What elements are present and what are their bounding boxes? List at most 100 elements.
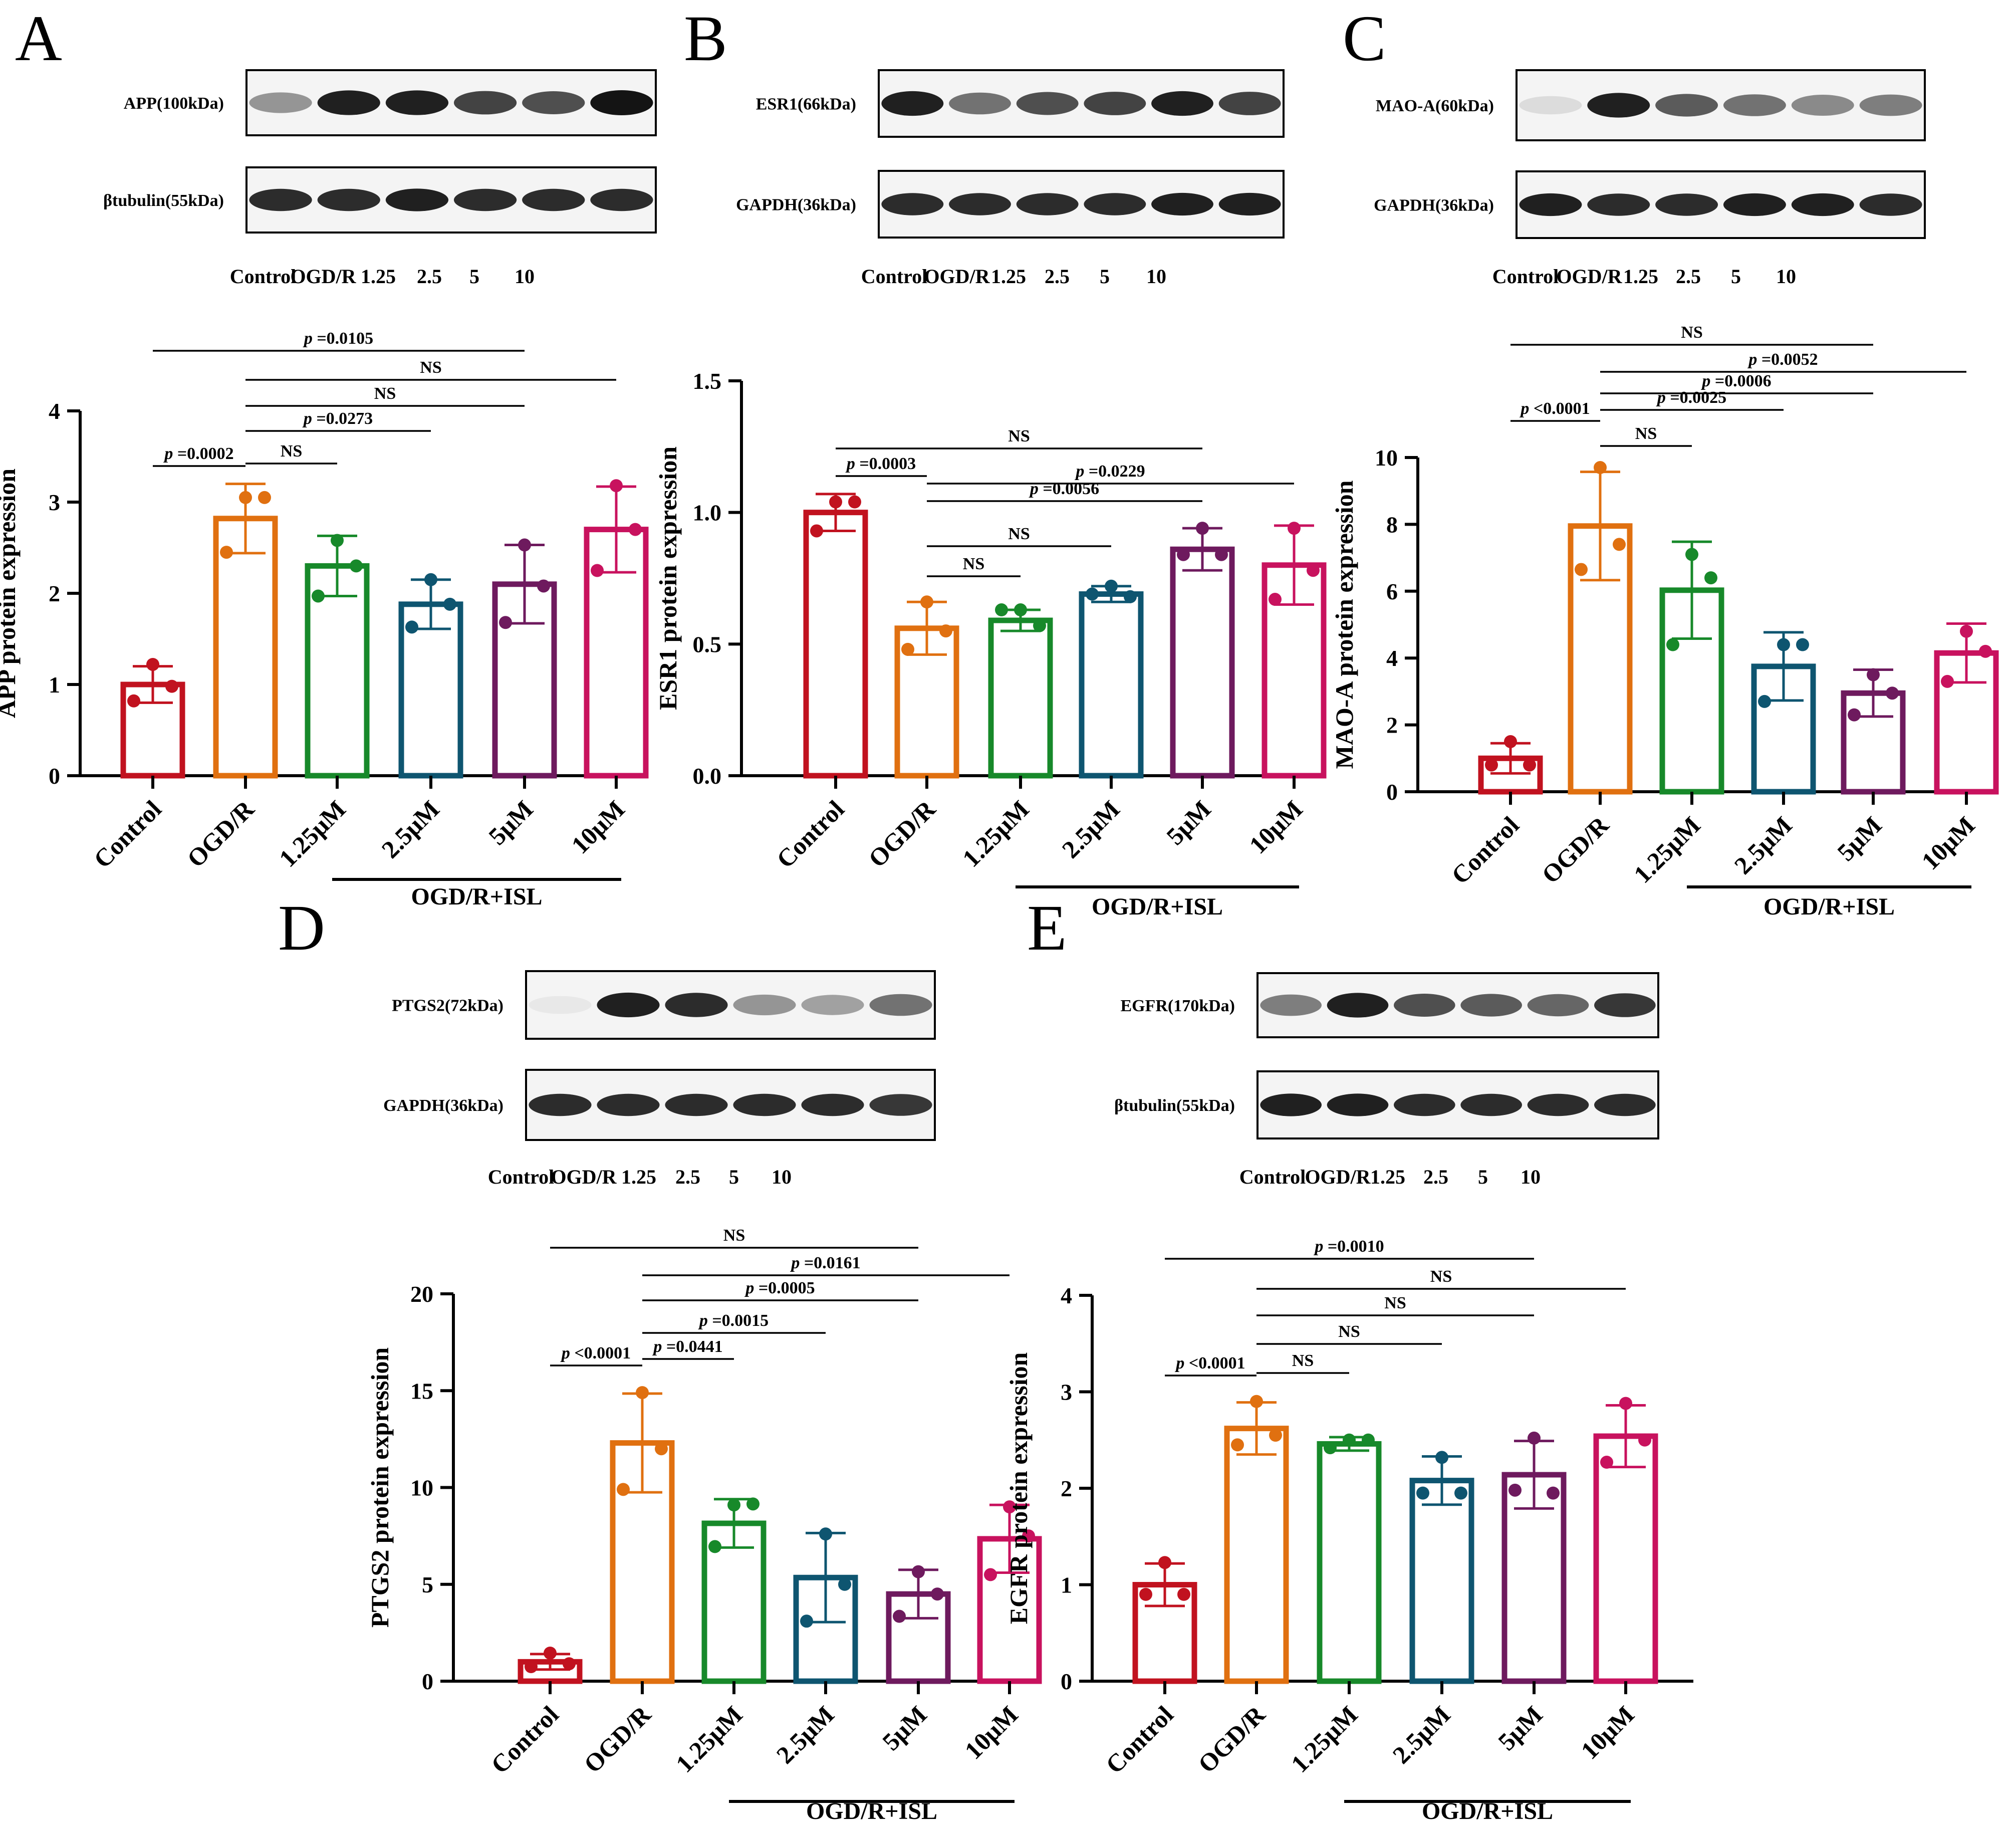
y-tick-label: 0.0 <box>693 763 722 789</box>
target-band <box>1260 994 1322 1016</box>
target-label: APP(100kDa) <box>124 94 224 113</box>
data-point <box>443 597 456 611</box>
data-point <box>1504 735 1517 748</box>
data-point <box>1666 638 1679 651</box>
comparison-label: p =0.0441 <box>652 1337 722 1356</box>
loading-control-label: GAPDH(36kDa) <box>383 1096 503 1115</box>
p-symbol: p <box>560 1344 570 1362</box>
lane-label: 10 <box>1146 265 1166 288</box>
x-tick-label: 1.25μM <box>957 795 1035 872</box>
y-tick-label: 1.0 <box>693 500 722 526</box>
y-tick-label: 2 <box>49 581 60 606</box>
comparison-label: p =0.0015 <box>698 1311 769 1330</box>
lane-label: 2.5 <box>1045 265 1070 288</box>
x-tick-label: OGD/R <box>578 1700 656 1778</box>
p-value: =0.0056 <box>1039 480 1099 498</box>
data-point <box>800 1615 813 1628</box>
loading-control-band <box>1723 193 1786 216</box>
target-blot-frame <box>1256 972 1659 1038</box>
y-axis-label: MAO-A protein expression <box>1330 480 1358 769</box>
x-tick-label: 1.25μM <box>1286 1700 1363 1778</box>
target-band <box>733 994 796 1016</box>
group-label: OGD/R+ISL <box>806 1798 937 1824</box>
p-value: =0.0006 <box>1710 372 1771 390</box>
data-point <box>1033 619 1046 632</box>
p-value: <0.0001 <box>570 1344 631 1362</box>
comparison-label: NS <box>1292 1351 1314 1370</box>
p-value: NS <box>1292 1351 1314 1370</box>
data-point <box>220 546 233 559</box>
comparison-label: NS <box>1338 1322 1360 1341</box>
data-point <box>912 1565 925 1578</box>
loading-control-band <box>869 1094 932 1116</box>
x-tick-label: 5μM <box>1832 811 1887 866</box>
comparison-label: p <0.0001 <box>560 1344 631 1362</box>
lane-label: 5 <box>1478 1166 1488 1188</box>
comparison-label: NS <box>963 555 984 573</box>
y-tick-label: 8 <box>1386 512 1398 537</box>
x-tick-label: Control <box>771 795 850 873</box>
panel-e: EEGFR(170kDa)βtubulin(55kDa)ControlOGD/R… <box>1004 892 1693 1824</box>
data-point <box>1796 638 1809 651</box>
loading-control-band <box>1218 192 1281 216</box>
lane-label: Control <box>1239 1166 1306 1188</box>
target-band <box>1084 92 1146 115</box>
x-tick-label: 5μM <box>1492 1700 1548 1756</box>
x-tick-label: 2.5μM <box>771 1700 840 1769</box>
data-point <box>617 1483 630 1496</box>
y-tick-label: 10 <box>410 1475 433 1501</box>
p-value: =0.0003 <box>855 454 916 473</box>
p-value: =0.0010 <box>1323 1237 1384 1256</box>
data-point <box>1704 571 1717 585</box>
bar <box>803 510 868 779</box>
lane-label: 5 <box>1100 265 1110 288</box>
y-tick-label: 1 <box>49 672 60 698</box>
target-label: MAO-A(60kDa) <box>1376 97 1494 115</box>
target-band <box>665 993 728 1017</box>
x-tick-label: OGD/R <box>1192 1700 1271 1778</box>
comparison-label: p =0.0105 <box>303 329 373 348</box>
data-point <box>331 534 344 547</box>
y-tick-label: 2 <box>1386 713 1398 738</box>
y-tick-label: 4 <box>49 398 60 424</box>
comparison-label: NS <box>1008 525 1030 543</box>
y-tick-label: 1.5 <box>693 368 722 394</box>
target-band <box>801 995 864 1015</box>
data-point <box>1139 1587 1152 1601</box>
data-point <box>939 624 952 638</box>
target-band <box>881 91 944 116</box>
comparison-label: p <0.0001 <box>1174 1354 1245 1373</box>
data-point <box>350 559 363 573</box>
data-point <box>1848 708 1861 722</box>
data-point <box>1177 1587 1190 1601</box>
panel-letter: B <box>684 3 727 75</box>
target-band <box>949 92 1011 115</box>
y-axis-label: PTGS2 protein expression <box>366 1347 394 1628</box>
comparison-label: p <0.0001 <box>1519 399 1590 418</box>
data-point <box>1343 1433 1356 1447</box>
y-tick-label: 3 <box>1061 1380 1072 1405</box>
lane-label: 2.5 <box>417 265 442 288</box>
loading-control-band <box>665 1093 728 1116</box>
p-symbol: p <box>698 1311 708 1330</box>
lane-label: 2.5 <box>675 1166 700 1188</box>
data-point <box>405 620 418 634</box>
data-point <box>1250 1395 1263 1408</box>
lane-label: Control <box>861 265 928 288</box>
data-point <box>499 616 512 629</box>
data-point <box>1600 1456 1613 1469</box>
lane-label: 1.25 <box>361 265 396 288</box>
target-band <box>1587 93 1650 118</box>
comparison-label: NS <box>420 358 441 377</box>
lane-label: Control <box>1492 265 1559 288</box>
loading-control-band <box>453 188 517 211</box>
comparison-label: NS <box>1635 424 1657 443</box>
data-point <box>995 603 1008 617</box>
loading-control-band <box>529 1093 592 1116</box>
y-tick-label: 5 <box>422 1572 433 1597</box>
target-label: EGFR(170kDa) <box>1120 997 1235 1015</box>
